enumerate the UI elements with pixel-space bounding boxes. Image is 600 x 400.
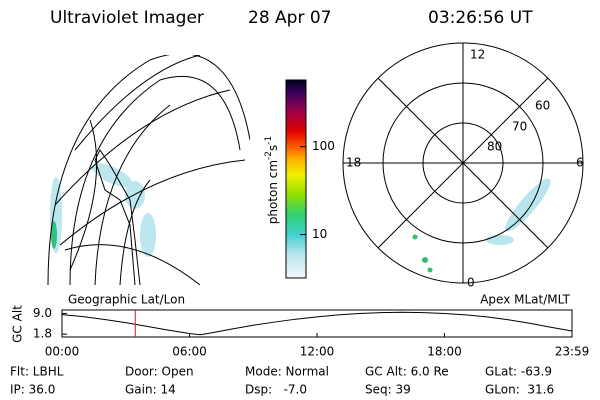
x-tick-label: 12:00 <box>300 345 335 359</box>
info-field: IP: 36.0 <box>10 383 55 397</box>
x-tick-label: 18:00 <box>427 345 462 359</box>
panel-label: Geographic Lat/Lon <box>68 293 185 307</box>
info-field: Door: Open <box>125 365 194 379</box>
hour-label: 6 <box>576 156 584 170</box>
y-tick-label: 1.8 <box>33 327 52 341</box>
colorbar <box>285 79 307 279</box>
polar-plot <box>342 42 584 284</box>
info-field: GLat: -63.9 <box>485 365 552 379</box>
y-axis-label: GC Alt <box>11 305 25 343</box>
hour-label: 12 <box>470 48 485 62</box>
x-tick-label: 06:00 <box>172 345 207 359</box>
x-tick-label: 23:59 <box>555 345 590 359</box>
info-field: Gain: 14 <box>125 383 176 397</box>
panel-label: Apex MLat/MLT <box>480 293 570 307</box>
lat-label: 70 <box>512 120 527 134</box>
info-field: GC Alt: 6.0 Re <box>365 365 449 379</box>
plot-frame <box>61 309 573 338</box>
lat-label: 60 <box>535 99 550 113</box>
y-tick-label: 9.0 <box>33 306 52 320</box>
colorbar-tick-label: 100 <box>312 139 335 153</box>
info-field: Seq: 39 <box>365 383 411 397</box>
title: Ultraviolet Imager <box>50 8 204 28</box>
info-field: GLon: 31.6 <box>485 383 554 397</box>
x-tick-label: 00:00 <box>45 345 80 359</box>
date: 28 Apr 07 <box>248 8 331 28</box>
colorbar-tick-label: 10 <box>312 227 327 241</box>
geo-map <box>47 55 250 285</box>
hour-label: 18 <box>346 156 361 170</box>
altitude-line <box>61 311 573 336</box>
info-field: Dsp: -7.0 <box>245 383 307 397</box>
hour-label: 0 <box>467 276 475 290</box>
lat-label: 80 <box>487 140 502 154</box>
time: 03:26:56 UT <box>428 8 533 28</box>
info-field: Flt: LBHL <box>10 365 64 379</box>
colorbar-label: photon cm-2s-1 <box>264 136 280 225</box>
info-field: Mode: Normal <box>245 365 329 379</box>
